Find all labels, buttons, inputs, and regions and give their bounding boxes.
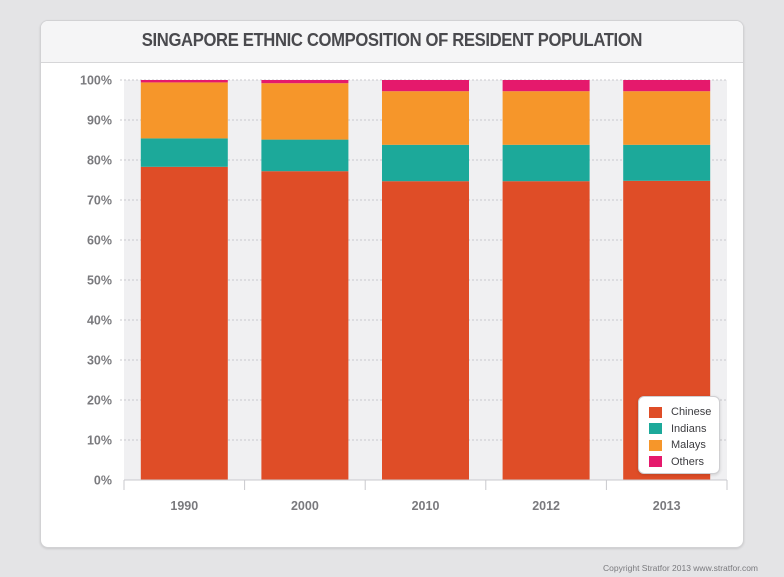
y-tick-label: 0% (94, 474, 112, 488)
bar-segment-malays-2012 (502, 91, 590, 145)
y-tick-label: 70% (87, 194, 112, 208)
x-tick-label: 1990 (170, 499, 198, 513)
bar-segment-chinese-2012 (502, 181, 590, 480)
legend-item-indians: Indians (649, 421, 719, 438)
chart-title: SINGAPORE ETHNIC COMPOSITION OF RESIDENT… (141, 29, 643, 50)
x-tick-label: 2013 (653, 499, 681, 513)
x-tick-label: 2012 (532, 499, 560, 513)
x-tick-label: 2010 (412, 499, 440, 513)
chart-legend: Chinese Indians Malays Others (638, 396, 720, 474)
y-tick-label: 20% (87, 394, 112, 408)
y-tick-label: 60% (87, 234, 112, 248)
bar-segment-others-2000 (261, 80, 349, 84)
bar-segment-chinese-2010 (382, 181, 469, 480)
bar-segment-malays-2000 (261, 83, 349, 140)
legend-label: Chinese (671, 406, 712, 419)
legend-item-malays: Malays (649, 437, 719, 454)
bar-segment-others-2012 (502, 80, 590, 92)
legend-label: Others (671, 455, 705, 468)
x-tick-label: 2000 (291, 499, 319, 513)
legend-item-chinese: Chinese (649, 404, 719, 421)
bar-segment-others-2013 (623, 80, 711, 92)
y-tick-label: 50% (87, 274, 112, 288)
bar-segment-indians-1990 (140, 138, 228, 167)
bar-segment-malays-2013 (623, 91, 711, 145)
y-tick-label: 90% (87, 114, 112, 128)
legend-label: Malays (671, 439, 706, 452)
bar-segment-malays-2010 (382, 91, 469, 145)
y-tick-label: 30% (87, 354, 112, 368)
y-tick-label: 80% (87, 154, 112, 168)
legend-swatch (649, 406, 662, 418)
y-tick-label: 40% (87, 314, 112, 328)
legend-swatch (649, 423, 662, 435)
y-tick-label: 100% (80, 74, 112, 88)
bar-segment-indians-2012 (502, 144, 590, 182)
bar-segment-chinese-1990 (140, 166, 228, 481)
bar-segment-others-1990 (140, 80, 228, 83)
bar-segment-indians-2000 (261, 139, 349, 172)
y-tick-label: 10% (87, 434, 112, 448)
legend-swatch (649, 456, 662, 468)
bar-segment-chinese-2000 (261, 171, 349, 480)
bar-segment-indians-2010 (382, 144, 469, 182)
bar-segment-others-2010 (382, 80, 469, 92)
legend-label: Indians (671, 422, 707, 435)
legend-item-others: Others (649, 454, 719, 471)
bar-segment-indians-2013 (623, 144, 711, 181)
title-bar: SINGAPORE ETHNIC COMPOSITION OF RESIDENT… (41, 21, 743, 63)
legend-swatch (649, 439, 662, 451)
copyright-text: Copyright Stratfor 2013 www.stratfor.com (603, 563, 758, 573)
bar-segment-malays-1990 (140, 82, 228, 139)
